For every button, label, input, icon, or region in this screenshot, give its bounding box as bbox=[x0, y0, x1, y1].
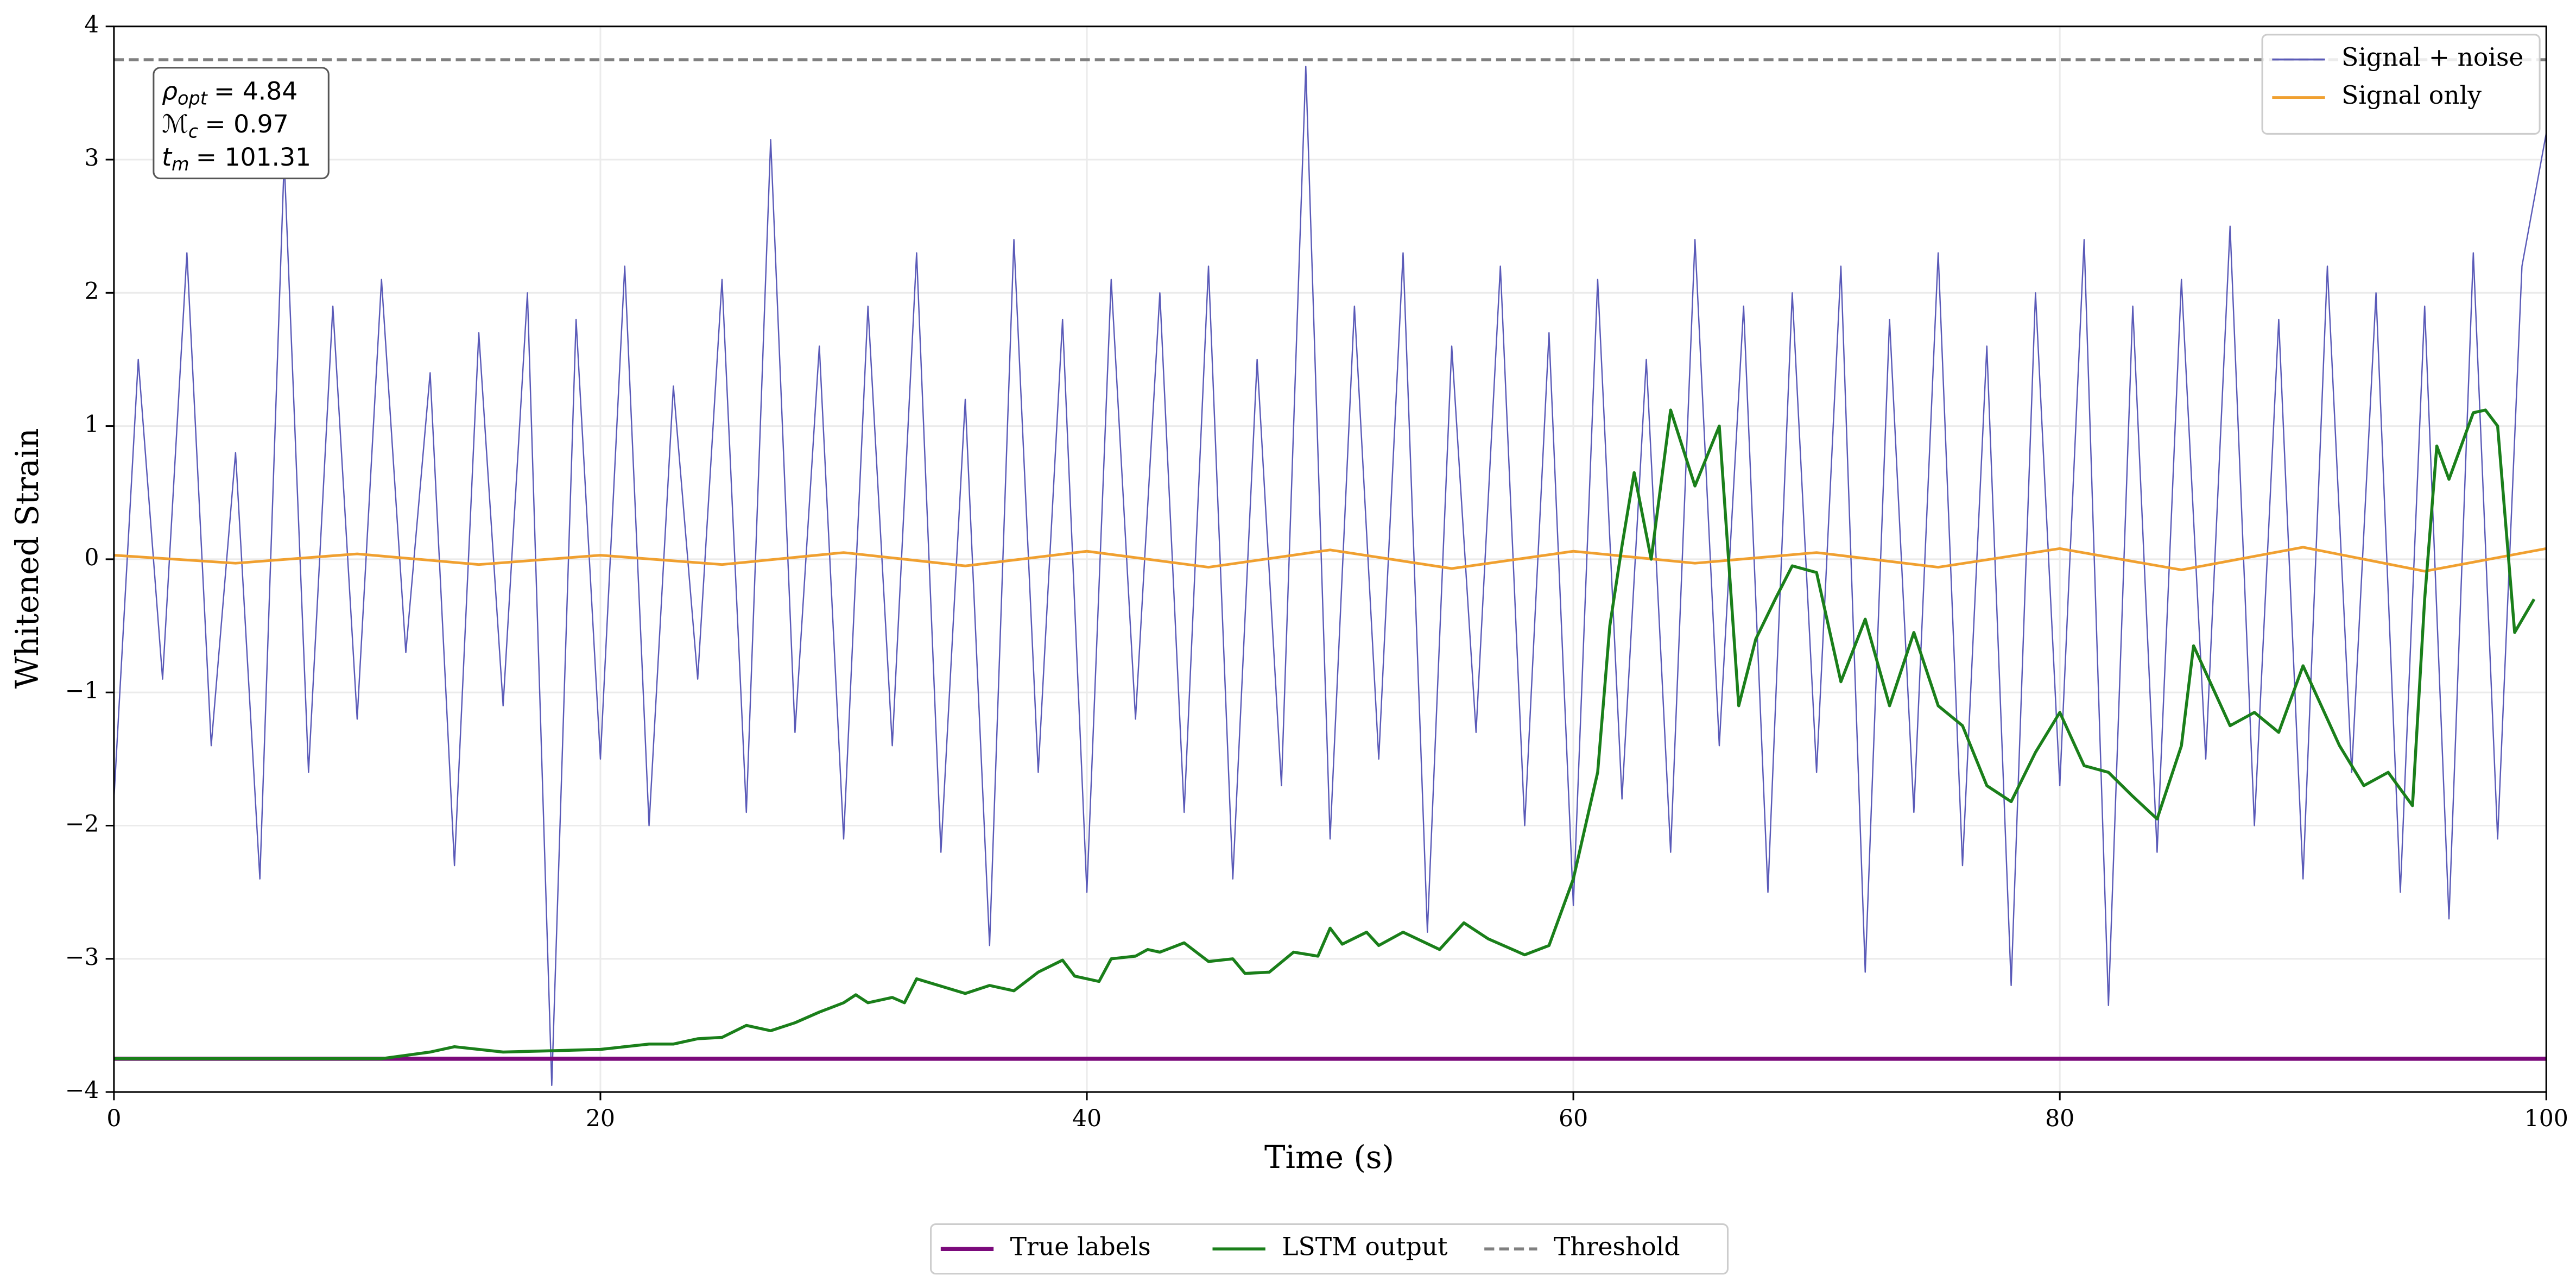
legend-label: True labels bbox=[1010, 1233, 1151, 1261]
x-tick-label: 20 bbox=[586, 1105, 615, 1132]
y-tick-label: 2 bbox=[84, 277, 99, 305]
annotation-value: = 101.31 bbox=[196, 143, 311, 172]
annotation-value: = 4.84 bbox=[214, 77, 298, 105]
x-tick-label: 60 bbox=[1559, 1105, 1588, 1132]
legend-label: Threshold bbox=[1554, 1233, 1680, 1261]
y-tick-label: −3 bbox=[65, 944, 99, 971]
series-line bbox=[113, 66, 2547, 1087]
annotation-line: ℳc = 0.97 bbox=[162, 110, 289, 142]
axes: 0 20 40 60 80 100 −4 −3 −2 −1 0 1 2 3 4 bbox=[65, 11, 2568, 1132]
annotation-line: ρopt = 4.84 bbox=[162, 77, 298, 109]
legend-label: LSTM output bbox=[1282, 1233, 1447, 1261]
annotation-box bbox=[153, 67, 330, 180]
y-tick-label: −4 bbox=[65, 1077, 99, 1104]
x-axis-label: Time (s) bbox=[1264, 1139, 1394, 1176]
annotation: ρopt = 4.84 ℳc = 0.97 tm = 101.31 bbox=[153, 67, 330, 180]
annotation-symbol: ℳ bbox=[162, 110, 188, 138]
annotation-subscript: c bbox=[188, 121, 198, 142]
y-tick-label: −1 bbox=[65, 677, 99, 704]
annotation-symbol: ρ bbox=[162, 77, 178, 105]
annotation-line: tm = 101.31 bbox=[162, 143, 311, 175]
x-tick-label: 100 bbox=[2524, 1105, 2568, 1132]
series-line bbox=[113, 408, 2536, 1060]
annotation-subscript: opt bbox=[178, 87, 208, 109]
series-line bbox=[113, 546, 2547, 573]
y-tick-label: 1 bbox=[84, 411, 99, 438]
y-tick-label: 3 bbox=[84, 144, 99, 172]
legend-label: Signal + noise bbox=[2341, 43, 2523, 72]
x-tick-label: 0 bbox=[106, 1105, 121, 1132]
annotation-symbol: t bbox=[162, 143, 173, 172]
legend-box bbox=[930, 1223, 1729, 1275]
x-tick-label: 40 bbox=[1072, 1105, 1102, 1132]
y-axis-label: Whitened Strain bbox=[9, 428, 46, 689]
y-tick-label: 4 bbox=[84, 11, 99, 39]
plot-area bbox=[113, 58, 2547, 1087]
y-tick-label: 0 bbox=[84, 544, 99, 571]
annotation-subscript: m bbox=[172, 154, 189, 175]
legend-box bbox=[2261, 34, 2541, 135]
y-tick-label: −2 bbox=[65, 810, 99, 837]
annotation-value: = 0.97 bbox=[205, 110, 288, 138]
legends: Signal + noise Signal only True labels LSTM… bbox=[930, 34, 2541, 1275]
x-tick-label: 80 bbox=[2045, 1105, 2074, 1132]
legend-label: Signal only bbox=[2341, 81, 2482, 110]
